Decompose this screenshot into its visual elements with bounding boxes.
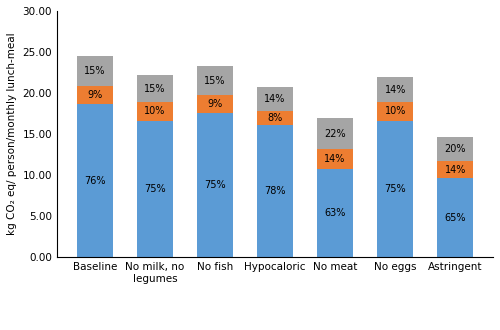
- Bar: [377, 102, 413, 121]
- Text: 10%: 10%: [144, 107, 166, 116]
- Text: 8%: 8%: [268, 113, 282, 123]
- Bar: [77, 104, 113, 257]
- Text: 14%: 14%: [324, 154, 346, 164]
- Bar: [137, 102, 173, 121]
- Bar: [77, 56, 113, 86]
- Bar: [137, 75, 173, 102]
- Text: 14%: 14%: [264, 94, 285, 104]
- Text: 75%: 75%: [384, 184, 406, 194]
- Text: 22%: 22%: [324, 129, 346, 139]
- Y-axis label: kg CO₂ eq/ person/monthly lunch-meal: kg CO₂ eq/ person/monthly lunch-meal: [7, 33, 17, 236]
- Bar: [197, 95, 233, 113]
- Bar: [257, 111, 293, 125]
- Bar: [77, 86, 113, 104]
- Text: 14%: 14%: [384, 84, 406, 95]
- Text: 9%: 9%: [87, 90, 102, 100]
- Text: 20%: 20%: [444, 144, 466, 154]
- Text: 15%: 15%: [144, 84, 166, 94]
- Text: 76%: 76%: [84, 176, 106, 186]
- Text: 10%: 10%: [384, 107, 406, 116]
- Bar: [137, 121, 173, 257]
- Bar: [317, 118, 353, 149]
- Bar: [197, 66, 233, 95]
- Text: 14%: 14%: [444, 165, 466, 175]
- Bar: [317, 169, 353, 257]
- Bar: [257, 87, 293, 111]
- Bar: [437, 161, 473, 179]
- Bar: [257, 125, 293, 257]
- Text: 75%: 75%: [204, 180, 226, 190]
- Text: 63%: 63%: [324, 208, 346, 218]
- Text: 75%: 75%: [144, 184, 166, 194]
- Bar: [317, 149, 353, 169]
- Text: 9%: 9%: [208, 99, 222, 109]
- Text: 65%: 65%: [444, 213, 466, 223]
- Text: 78%: 78%: [264, 186, 286, 196]
- Bar: [377, 121, 413, 257]
- Bar: [197, 113, 233, 257]
- Text: 15%: 15%: [84, 66, 106, 76]
- Bar: [437, 179, 473, 257]
- Text: 15%: 15%: [204, 76, 226, 86]
- Bar: [377, 77, 413, 102]
- Bar: [437, 137, 473, 161]
